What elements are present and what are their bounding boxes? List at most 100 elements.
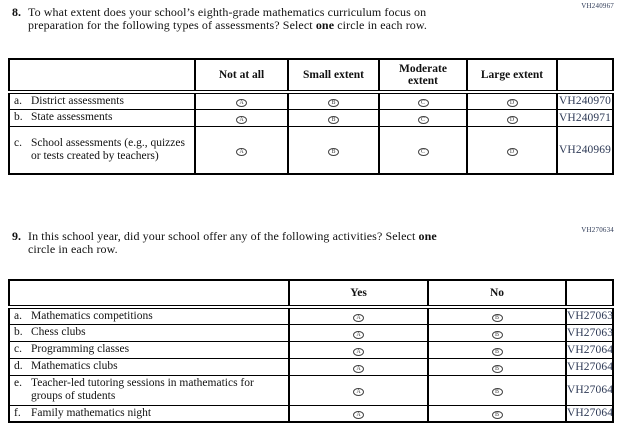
row-label-cell: c. School assessments (e.g., quizzes or t…: [8, 125, 196, 174]
row-label: Mathematics competitions: [31, 309, 153, 322]
row-label: Family mathematics night: [31, 406, 152, 419]
bubble-yes[interactable]: A: [353, 364, 364, 373]
table1-header-moderate-extent: Moderate extent: [378, 59, 468, 94]
table2-row-programming-classes: c. Programming classes A B VH270640: [8, 340, 614, 358]
option-cell: B: [287, 108, 380, 126]
option-cell: B: [427, 374, 567, 405]
row-label: Programming classes: [31, 343, 130, 355]
question-8: VH240967 8. To what extent does your sch…: [12, 2, 614, 32]
bubble-no[interactable]: B: [491, 388, 503, 396]
option-cell: A: [194, 91, 289, 109]
row-vh-code: VH240971: [556, 108, 614, 126]
row-vh-code: VH270645: [565, 404, 614, 422]
table2-header-yes: Yes: [288, 280, 429, 309]
row-vh-code: VH270638: [565, 323, 614, 341]
table2-header-no: No: [427, 280, 567, 309]
bubble-large-extent[interactable]: D: [506, 115, 518, 124]
table2-row-mathematics-clubs: d. Mathematics clubs A B VH270641: [8, 357, 614, 375]
bubble-not-at-all[interactable]: A: [236, 99, 247, 108]
bubble-small-extent[interactable]: B: [328, 147, 339, 156]
option-cell: C: [378, 125, 468, 174]
bubble-no[interactable]: B: [491, 411, 503, 420]
row-letter: a.: [14, 94, 22, 107]
option-cell: C: [378, 108, 468, 126]
row-label: Chess clubs: [31, 326, 86, 338]
table2-row-chess-clubs: b. Chess clubs A B VH270638: [8, 323, 614, 341]
row-vh-code: VH270637: [565, 306, 614, 324]
question-8-table-wrap: Not at all Small extent Moderate extent …: [8, 58, 614, 175]
question-9-table-wrap: Yes No a. Mathematics competitions A B VH…: [8, 279, 614, 423]
question-8-response-table: Not at all Small extent Moderate extent …: [8, 58, 614, 175]
table2-row-family-mathematics-night: f. Family mathematics night A B VH270645: [8, 404, 614, 422]
bubble-moderate-extent[interactable]: C: [417, 99, 429, 108]
option-cell: B: [427, 323, 567, 341]
bubble-large-extent[interactable]: D: [506, 147, 518, 156]
question-8-number: 8.: [12, 5, 21, 19]
question-9: VH270634 9. In this school year, did you…: [12, 226, 614, 255]
question-8-line2-pre: preparation for the following types of a…: [28, 17, 316, 32]
row-label: State assessments: [31, 111, 113, 123]
row-label-cell: b. Chess clubs: [8, 323, 290, 341]
table1-header-code-blank: [556, 59, 614, 94]
bubble-no[interactable]: B: [491, 347, 503, 356]
table1-header-row: Not at all Small extent Moderate extent …: [8, 59, 614, 94]
row-label: Teacher-led tutoring sessions in mathema…: [31, 377, 254, 402]
option-cell: D: [466, 108, 558, 126]
question-9-text: In this school year, did your school off…: [28, 230, 437, 255]
row-vh-code: VH270640: [565, 340, 614, 358]
question-9-line1-pre: In this school year, did your school off…: [28, 229, 419, 243]
bubble-not-at-all[interactable]: A: [236, 115, 247, 124]
bubble-no[interactable]: B: [491, 364, 503, 373]
question-9-vh-code: VH270634: [581, 226, 614, 234]
row-letter: e.: [14, 377, 22, 389]
bubble-small-extent[interactable]: B: [328, 115, 339, 124]
option-cell: A: [194, 108, 289, 126]
table1-header-small-extent: Small extent: [287, 59, 380, 94]
option-cell: D: [466, 125, 558, 174]
question-8-line1: To what extent does your school’s eighth…: [28, 5, 427, 19]
row-vh-code: VH270643: [565, 374, 614, 405]
questionnaire-page: VH240967 8. To what extent does your sch…: [8, 2, 614, 423]
row-label-cell: a. District assessments: [8, 91, 196, 109]
option-cell: B: [427, 357, 567, 375]
bubble-yes[interactable]: A: [353, 411, 364, 420]
row-letter: b.: [14, 111, 23, 123]
bubble-no[interactable]: B: [491, 330, 503, 339]
bubble-moderate-extent[interactable]: C: [417, 147, 429, 156]
table2-header-blank: [8, 280, 290, 309]
row-letter: b.: [14, 326, 23, 338]
row-letter: c.: [14, 136, 22, 149]
bubble-yes[interactable]: A: [353, 347, 364, 356]
table2-row-mathematics-competitions: a. Mathematics competitions A B VH270637: [8, 306, 614, 324]
bubble-not-at-all[interactable]: A: [236, 147, 247, 156]
option-cell: A: [288, 404, 429, 422]
row-label-cell: a. Mathematics competitions: [8, 306, 290, 324]
bubble-yes[interactable]: A: [353, 314, 364, 323]
question-8-bold-one: one: [315, 17, 335, 32]
bubble-no[interactable]: B: [491, 314, 503, 323]
bubble-moderate-extent[interactable]: C: [417, 115, 429, 124]
option-cell: D: [466, 91, 558, 109]
bubble-small-extent[interactable]: B: [328, 99, 339, 108]
table1-header-not-at-all: Not at all: [194, 59, 289, 94]
option-cell: B: [287, 91, 380, 109]
table2-header-row: Yes No: [8, 280, 614, 309]
row-letter: a.: [14, 309, 22, 322]
bubble-yes[interactable]: A: [353, 388, 364, 396]
question-9-bold-one: one: [418, 229, 437, 243]
question-9-number: 9.: [12, 229, 21, 243]
row-label-cell: d. Mathematics clubs: [8, 357, 290, 375]
row-label-cell: c. Programming classes: [8, 340, 290, 358]
row-vh-code: VH270641: [565, 357, 614, 375]
row-label-cell: b. State assessments: [8, 108, 196, 126]
row-label: School assessments (e.g., quizzes or tes…: [31, 136, 185, 162]
bubble-large-extent[interactable]: D: [506, 99, 518, 108]
row-vh-code: VH240969: [556, 125, 614, 174]
row-vh-code: VH240970: [556, 91, 614, 109]
option-cell: A: [288, 340, 429, 358]
bubble-yes[interactable]: A: [353, 330, 364, 339]
question-9-response-table: Yes No a. Mathematics competitions A B VH…: [8, 279, 614, 423]
question-8-line2-post: circle in each row.: [334, 17, 427, 32]
table1-header-blank: [8, 59, 196, 94]
question-8-vh-code: VH240967: [581, 2, 614, 10]
